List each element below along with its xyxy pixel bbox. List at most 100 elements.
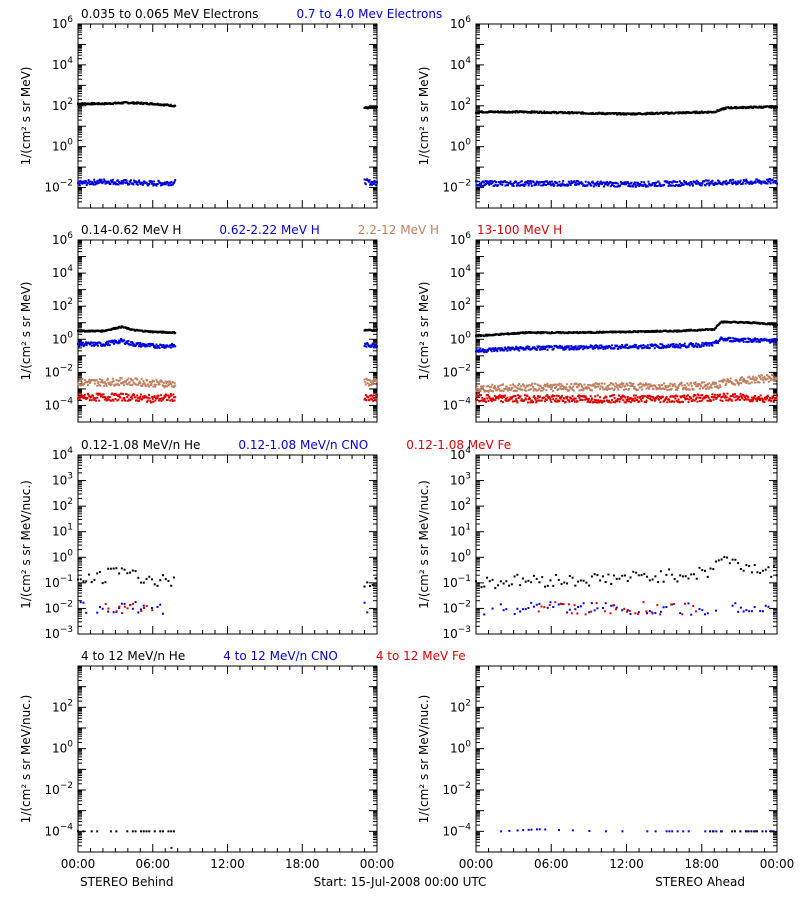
data-point xyxy=(132,344,135,347)
data-point xyxy=(543,183,546,186)
data-point xyxy=(661,384,664,387)
panel-data-behind xyxy=(77,101,378,187)
data-point xyxy=(597,331,600,334)
data-point xyxy=(478,350,481,353)
data-point xyxy=(90,395,93,398)
data-point xyxy=(640,181,643,184)
data-point xyxy=(535,348,538,351)
data-point xyxy=(657,180,660,183)
data-point xyxy=(716,384,719,387)
data-point xyxy=(172,386,175,389)
data-point xyxy=(607,386,610,389)
data-point xyxy=(103,396,106,399)
data-point xyxy=(514,395,517,398)
data-point xyxy=(672,342,675,345)
data-point xyxy=(80,381,83,384)
data-point xyxy=(686,397,689,400)
data-point xyxy=(520,183,523,186)
data-point xyxy=(606,384,609,387)
data-point xyxy=(582,345,585,348)
data-point xyxy=(727,399,730,402)
data-point xyxy=(768,398,771,401)
data-point xyxy=(560,383,563,386)
data-point xyxy=(93,344,96,347)
data-point xyxy=(678,401,681,404)
data-point xyxy=(651,399,654,402)
data-point xyxy=(78,182,81,185)
data-point xyxy=(609,185,612,188)
data-point xyxy=(750,396,753,399)
data-point xyxy=(125,326,128,329)
data-point xyxy=(739,377,742,380)
data-point xyxy=(718,380,721,383)
data-point xyxy=(726,392,729,395)
data-point xyxy=(557,399,560,402)
data-point xyxy=(699,396,702,399)
data-point xyxy=(114,101,117,104)
data-point xyxy=(139,102,142,105)
legend-entry: 0.12-1.08 MeV/n He xyxy=(81,438,200,452)
data-point xyxy=(561,346,564,349)
data-point xyxy=(632,382,635,385)
data-point xyxy=(499,384,502,387)
data-point xyxy=(656,395,659,398)
data-point xyxy=(556,400,559,403)
data-point xyxy=(105,182,108,185)
data-point xyxy=(581,386,584,389)
data-point xyxy=(500,389,503,392)
data-point xyxy=(372,328,375,331)
data-point xyxy=(116,399,119,402)
data-point xyxy=(644,382,647,385)
data-point xyxy=(700,399,703,402)
data-point xyxy=(482,399,485,402)
data-point xyxy=(119,382,122,385)
data-point xyxy=(723,180,726,183)
data-point xyxy=(769,379,772,382)
data-point xyxy=(543,400,546,403)
data-point xyxy=(757,339,760,342)
data-point xyxy=(161,346,164,349)
data-point xyxy=(152,180,155,183)
data-point xyxy=(526,182,529,185)
data-point xyxy=(572,398,575,401)
data-point xyxy=(555,383,558,386)
data-point xyxy=(370,344,373,347)
data-point xyxy=(542,346,545,349)
data-point xyxy=(101,344,104,347)
data-point xyxy=(740,339,743,342)
data-point xyxy=(100,344,103,347)
data-point xyxy=(694,381,697,384)
data-point xyxy=(476,388,479,391)
data-point xyxy=(491,383,494,386)
data-point xyxy=(592,347,595,350)
data-point xyxy=(365,345,368,348)
data-point xyxy=(513,389,516,392)
data-point xyxy=(749,400,752,403)
data-point xyxy=(629,401,632,404)
data-point xyxy=(668,384,671,387)
data-point xyxy=(585,346,588,349)
data-point xyxy=(493,349,496,352)
data-point xyxy=(81,383,84,386)
data-point xyxy=(734,337,737,340)
data-point xyxy=(530,383,533,386)
data-point xyxy=(147,184,150,187)
data-point xyxy=(608,384,611,387)
data-point xyxy=(494,387,497,390)
data-point xyxy=(679,184,682,187)
data-point xyxy=(555,397,558,400)
data-point xyxy=(152,380,155,383)
data-point xyxy=(618,112,621,115)
data-point xyxy=(765,338,768,341)
data-point xyxy=(574,181,577,184)
data-point xyxy=(767,395,770,398)
data-point xyxy=(648,347,651,350)
data-point xyxy=(151,342,154,345)
data-point xyxy=(173,382,176,385)
data-point xyxy=(604,387,607,390)
data-point xyxy=(156,396,159,399)
data-point xyxy=(685,388,688,391)
data-point xyxy=(169,381,172,384)
data-point xyxy=(485,400,488,403)
data-point xyxy=(636,331,639,334)
